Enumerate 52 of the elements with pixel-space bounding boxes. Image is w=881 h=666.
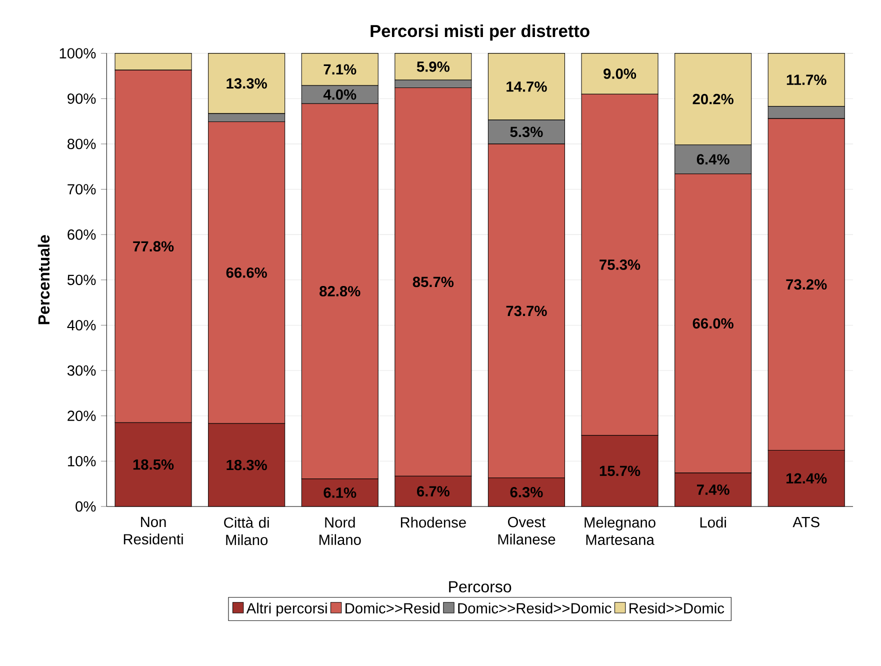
data-label: 66.6% <box>226 267 267 278</box>
data-label: 66.0% <box>692 318 734 328</box>
data-label: 6.7% <box>417 486 450 496</box>
data-label: 9.0% <box>604 68 636 79</box>
y-tick-label: 80% <box>68 138 96 149</box>
y-tick-label: 20% <box>68 410 96 421</box>
legend-label: Altri percorsi <box>246 602 327 616</box>
x-tick-label: Città di Milano <box>224 516 269 545</box>
data-label: 18.5% <box>133 459 174 470</box>
data-label: 4.0% <box>323 89 356 100</box>
y-tick-label: 70% <box>68 184 96 194</box>
data-label: 15.7% <box>600 466 640 476</box>
data-label: 13.3% <box>226 78 267 88</box>
data-label: 6.4% <box>696 154 730 164</box>
data-label: 20.2% <box>692 94 734 104</box>
data-label: 7.4% <box>696 484 730 495</box>
x-tick-label: Non Residenti <box>124 516 183 544</box>
data-label: 77.8% <box>133 240 174 252</box>
data-label: 12.4% <box>786 473 827 484</box>
y-tick-label: 100% <box>60 48 96 58</box>
y-tick-label: 0% <box>76 501 96 512</box>
x-tick-label: Nord Milano <box>319 516 361 545</box>
y-tick-label: 60% <box>68 229 96 240</box>
y-tick-label: 30% <box>67 365 96 376</box>
data-label: 5.3% <box>510 126 543 137</box>
legend-label: Domic>>Resid <box>346 602 440 614</box>
data-label: 18.3% <box>226 460 267 470</box>
y-tick-label: 50% <box>67 274 96 285</box>
y-tick-label: 40% <box>67 320 96 330</box>
x-tick-label: Ovest Milanese <box>498 516 556 544</box>
data-label: 82.8% <box>320 286 360 296</box>
x-tick-label: ATS <box>792 516 820 528</box>
x-tick-label: Melegnano Martesana <box>584 516 656 545</box>
legend-title: Percorso <box>449 581 512 592</box>
data-label: 6.3% <box>510 486 543 498</box>
legend-label: Resid>>Domic <box>630 602 724 614</box>
data-label: 5.9% <box>416 61 450 72</box>
x-tick-label: Lodi <box>700 516 726 528</box>
data-label: 85.7% <box>412 276 454 287</box>
chart-title: Percorsi misti per distretto <box>370 24 590 40</box>
y-axis-title: Percentuale <box>38 234 50 324</box>
data-label: 7.1% <box>324 64 356 74</box>
data-label: 73.7% <box>506 306 547 316</box>
data-label: 14.7% <box>506 81 547 92</box>
y-tick-label: 90% <box>68 93 96 104</box>
x-tick-label: Rhodense <box>400 516 466 528</box>
legend-label: Domic>>Resid>>Domic <box>458 602 612 614</box>
data-label: 11.7% <box>786 74 826 85</box>
y-tick-label: 10% <box>68 456 96 466</box>
data-label: 75.3% <box>600 259 640 270</box>
data-label: 73.2% <box>786 279 827 290</box>
data-label: 6.1% <box>324 487 356 498</box>
